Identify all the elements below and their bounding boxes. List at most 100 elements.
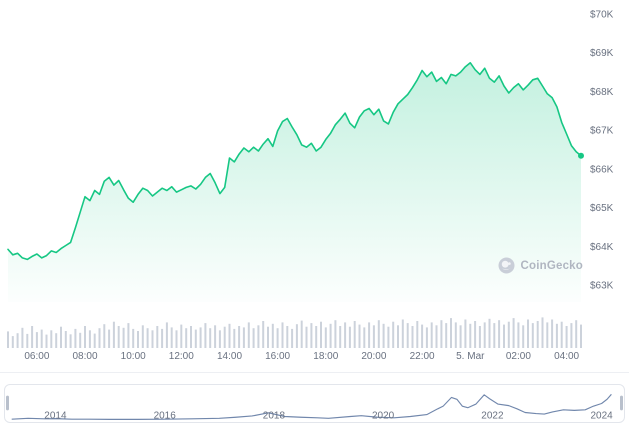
volume-bar (531, 323, 534, 348)
volume-bar (363, 327, 366, 348)
volume-bar (60, 326, 62, 348)
volume-bar (228, 323, 231, 348)
volume-bar (445, 323, 448, 348)
volume-bar (31, 326, 34, 348)
main-price-chart[interactable]: $70K $69K $68K $67K $66K $65K $64K $63K 06:00 08:… (0, 0, 629, 372)
volume-bar (161, 328, 164, 348)
volume-bar (252, 328, 255, 348)
volume-bar (26, 333, 29, 348)
volume-bar (512, 318, 515, 348)
x-axis-label: 02:00 (506, 351, 531, 362)
volume-bar (310, 323, 313, 348)
volume-bar (40, 329, 43, 348)
volume-bar (223, 326, 226, 348)
volume-bar (372, 325, 375, 348)
coingecko-watermark: CoinGecko (498, 257, 583, 274)
volume-bar (440, 320, 443, 348)
volume-bar (517, 322, 520, 348)
y-axis-label: $67K (590, 126, 614, 137)
volume-bar (411, 326, 414, 348)
volume-bar (474, 321, 477, 348)
volume-bar (271, 323, 274, 348)
y-axis-label: $69K (590, 48, 614, 59)
x-axis-label: 18:00 (313, 351, 338, 362)
volume-bar (339, 326, 342, 348)
volume-bar (137, 331, 139, 348)
volume-bar (165, 322, 168, 348)
volume-bar (382, 323, 385, 348)
x-axis-label: 14:00 (217, 351, 242, 362)
volume-bar (555, 323, 558, 348)
volume-bar (507, 321, 510, 348)
volume-bar (291, 328, 294, 348)
volume-bar (377, 320, 380, 348)
volume-bar (478, 326, 481, 348)
volume-bar (93, 333, 96, 348)
volume-bar (324, 327, 327, 348)
volume-bar (69, 334, 72, 348)
volume-bar (315, 326, 318, 348)
volume-bar (435, 325, 438, 348)
nav-year-label: 2020 (372, 410, 394, 421)
brush-handle-left[interactable] (6, 395, 9, 411)
coingecko-logo-icon (498, 257, 515, 274)
volume-bar (204, 323, 207, 348)
volume-bar (329, 323, 332, 348)
volume-bar (112, 321, 115, 348)
volume-bar (527, 319, 529, 348)
volume-bar (305, 326, 308, 348)
volume-bar (392, 321, 395, 348)
volume-bar (127, 323, 130, 348)
volume-bar (74, 328, 77, 348)
x-axis-label: 10:00 (121, 351, 146, 362)
volume-bar (242, 327, 245, 348)
volume-bar (286, 326, 289, 348)
brush-handle-right[interactable] (620, 395, 623, 411)
volume-bar (88, 330, 91, 348)
x-axis-label: 22:00 (410, 351, 435, 362)
volume-bar (50, 330, 53, 348)
volume-bar (353, 321, 356, 348)
volume-bar (295, 324, 298, 348)
volume-bar (334, 320, 337, 348)
volume-bar (267, 326, 269, 348)
volume-bar (185, 328, 188, 348)
volume-bar (132, 328, 135, 348)
volume-bar (344, 322, 347, 348)
volume-bar (450, 318, 452, 348)
section-divider (0, 372, 629, 373)
x-axis-label: 08:00 (72, 351, 97, 362)
volume-bar (580, 324, 582, 348)
volume-bar (262, 321, 265, 348)
y-axis-label: $65K (590, 203, 614, 214)
volume-bar (546, 322, 549, 348)
volume-bar (421, 324, 424, 348)
nav-year-label: 2018 (263, 410, 285, 421)
volume-bar (536, 321, 539, 348)
volume-bar (276, 328, 279, 348)
volume-bar (397, 325, 399, 348)
volume-bar (459, 325, 462, 348)
volume-bar (430, 322, 433, 348)
volume-bar (368, 322, 371, 348)
x-axis-label: 16:00 (265, 351, 290, 362)
volume-bar (108, 329, 111, 348)
x-axis-label: 5. Mar (456, 351, 485, 362)
history-mini-chart[interactable]: 2014 2016 2018 2020 2022 2024 (5, 385, 624, 422)
date-range-navigator[interactable]: 2014 2016 2018 2020 2022 2024 (4, 384, 625, 423)
volume-bar (79, 332, 82, 348)
volume-bar (122, 327, 125, 348)
y-axis-label: $68K (590, 87, 614, 98)
volume-bar (16, 333, 19, 348)
price-line (7, 62, 582, 261)
volume-bar (570, 323, 573, 348)
volume-bar (21, 327, 24, 348)
volume-bar (541, 317, 544, 348)
volume-bar (103, 324, 106, 348)
y-axis-label: $63K (590, 281, 614, 292)
volume-bar (151, 330, 154, 348)
volume-bar (320, 321, 322, 348)
volume-bar (141, 325, 144, 348)
volume-bar (199, 327, 202, 348)
volume-bar (7, 331, 9, 348)
